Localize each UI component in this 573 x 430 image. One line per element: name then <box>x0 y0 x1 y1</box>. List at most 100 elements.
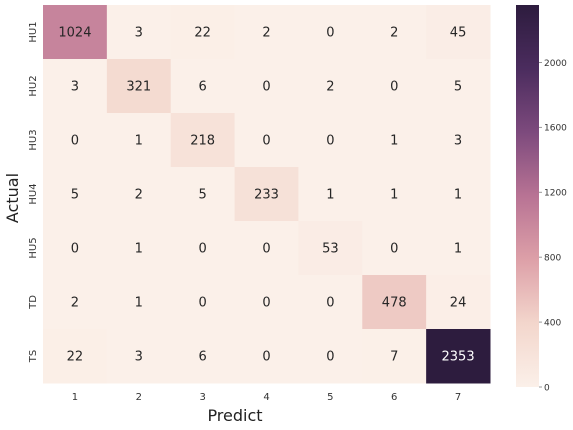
x-tick-label: 2 <box>136 392 142 403</box>
cell-value-label: 0 <box>262 80 270 95</box>
heatmap-cell <box>106 59 172 114</box>
cell-value-label: 0 <box>199 296 207 311</box>
cell-value-label: 2353 <box>442 350 475 365</box>
y-axis-title: Actual <box>3 173 22 223</box>
heatmap-cell <box>234 5 299 60</box>
y-tick-label: TS <box>28 350 39 363</box>
cell-value-label: 22 <box>67 350 84 365</box>
heatmap-cell <box>170 59 236 114</box>
cell-value-label: 1 <box>135 296 143 311</box>
cell-value-label: 1024 <box>58 26 91 41</box>
cell-value-label: 2 <box>262 26 270 41</box>
y-tick-label: TD <box>28 295 39 310</box>
x-tick-label: 3 <box>199 392 205 403</box>
x-axis-title: Predict <box>207 406 262 425</box>
cell-value-label: 6 <box>199 80 207 95</box>
heatmap-cell <box>170 113 236 168</box>
heatmap-cell <box>170 329 236 384</box>
y-tick-label: HU1 <box>28 21 39 42</box>
cell-value-label: 0 <box>262 350 270 365</box>
colorbar-tick-label: 1200 <box>544 189 567 199</box>
heatmap-cell <box>426 275 491 330</box>
heatmap-cell <box>362 221 427 276</box>
cell-value-label: 24 <box>450 296 467 311</box>
heatmap-cell <box>426 5 491 60</box>
heatmap-cell <box>362 329 427 384</box>
cell-value-label: 1 <box>390 134 398 149</box>
heatmap-cell <box>43 329 108 384</box>
cell-value-label: 1 <box>390 188 398 203</box>
heatmap-cell <box>234 59 299 114</box>
x-tick-label: 6 <box>391 392 397 403</box>
cell-value-label: 218 <box>190 134 215 149</box>
x-tick-label: 5 <box>327 392 333 403</box>
cell-value-label: 3 <box>71 80 79 95</box>
cell-value-label: 0 <box>326 296 334 311</box>
heatmap-cell <box>170 5 236 60</box>
heatmap-cell <box>106 329 172 384</box>
cell-value-label: 0 <box>262 296 270 311</box>
cell-value-label: 0 <box>326 134 334 149</box>
cell-value-label: 321 <box>126 80 151 95</box>
heatmap-cell <box>426 59 491 114</box>
cell-value-label: 1 <box>454 242 462 257</box>
heatmap-cell <box>234 221 299 276</box>
cell-value-label: 233 <box>254 188 279 203</box>
heatmap-cell <box>362 113 427 168</box>
cell-value-label: 45 <box>450 26 467 41</box>
heatmap-cell <box>170 167 236 222</box>
cell-value-label: 0 <box>262 134 270 149</box>
y-tick-label: HU2 <box>28 75 39 96</box>
heatmap-cell <box>43 59 108 114</box>
cell-value-label: 3 <box>135 350 143 365</box>
colorbar-tick-label: 2000 <box>544 59 567 69</box>
cell-value-label: 2 <box>326 80 334 95</box>
x-tick-labels: 1 2 3 4 5 6 7 <box>72 392 462 403</box>
cell-value-label: 3 <box>135 26 143 41</box>
heatmap-cell <box>234 329 299 384</box>
heatmap-cell <box>106 275 172 330</box>
x-tick-label: 1 <box>72 392 78 403</box>
cell-value-label: 478 <box>382 296 407 311</box>
heatmap-cell <box>298 59 363 114</box>
heatmap-cell <box>43 5 108 60</box>
heatmap-cell <box>106 113 172 168</box>
heatmap-cell <box>298 275 363 330</box>
cell-value-label: 1 <box>135 242 143 257</box>
heatmap-cell <box>234 275 299 330</box>
heatmap-cell <box>234 113 299 168</box>
heatmap-cell <box>298 221 363 276</box>
cell-value-label: 6 <box>199 350 207 365</box>
y-tick-label: HU5 <box>28 237 39 258</box>
cell-value-label: 1 <box>135 134 143 149</box>
x-tick-label: 4 <box>263 392 269 403</box>
heatmap-cell <box>106 167 172 222</box>
cell-value-label: 22 <box>194 26 211 41</box>
heatmap-cell <box>362 5 427 60</box>
cell-value-label: 5 <box>71 188 79 203</box>
heatmap-cell <box>43 113 108 168</box>
y-tick-label: HU3 <box>28 129 39 150</box>
heatmap-cell <box>362 275 427 330</box>
heatmap-cell <box>170 221 236 276</box>
y-tick-labels: HU1 HU2 HU3 HU4 HU5 TD TS <box>28 21 39 363</box>
heatmap-cells: 1024 3 22 2 0 2 453 321 6 0 2 0 50 1 218 0 0 1 35 2 5 233 1 1 10… <box>43 5 491 384</box>
cell-value-label: 2 <box>135 188 143 203</box>
cell-value-label: 0 <box>71 242 79 257</box>
cell-value-label: 2 <box>71 296 79 311</box>
heatmap-cell <box>170 275 236 330</box>
heatmap-cell <box>43 167 108 222</box>
cell-value-label: 2 <box>390 26 398 41</box>
cell-value-label: 0 <box>262 242 270 257</box>
cell-value-label: 0 <box>326 26 334 41</box>
colorbar-tick-label: 800 <box>544 254 561 264</box>
cell-value-label: 0 <box>326 350 334 365</box>
heatmap-cell <box>426 113 491 168</box>
cell-value-label: 7 <box>390 350 398 365</box>
cell-value-label: 1 <box>454 188 462 203</box>
heatmap-cell <box>43 221 108 276</box>
cell-value-label: 5 <box>454 80 462 95</box>
heatmap-cell <box>426 221 491 276</box>
x-tick-label: 7 <box>455 392 461 403</box>
